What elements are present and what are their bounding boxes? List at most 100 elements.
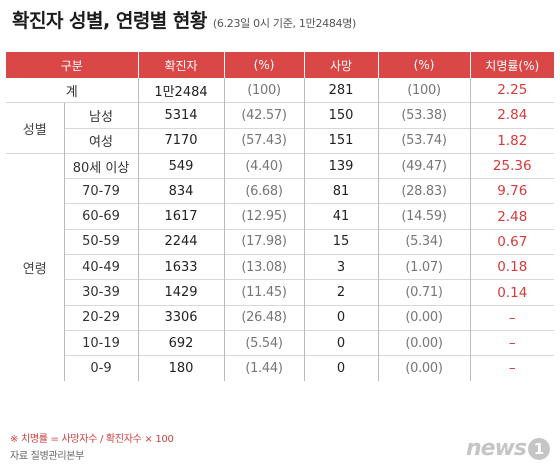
confirmed-pct-cell: (57.43) (223, 127, 304, 154)
deaths-cell: 139 (303, 152, 378, 179)
group-label-age: 연령 (6, 152, 64, 381)
confirmed-pct-cell: (26.48) (223, 304, 304, 331)
deaths-pct-cell: (5.34) (377, 228, 470, 255)
fatality-cell: 2.25 (469, 78, 554, 103)
row-label: 여성 (63, 127, 138, 154)
deaths-cell: 3 (303, 254, 378, 280)
page-subtitle: (6.23일 0시 기준, 1만2484명) (212, 17, 357, 30)
deaths-cell: 81 (303, 178, 378, 204)
col-header-deaths: 사망 (303, 52, 378, 78)
table-row: 60-69 1617 (12.95) 41 (14.59) 2.48 (6, 203, 554, 230)
confirmed-pct-cell: (5.54) (223, 329, 304, 356)
deaths-pct-cell: (49.47) (377, 152, 470, 179)
deaths-pct-cell: (53.74) (377, 127, 470, 154)
fatality-cell: – (469, 329, 554, 356)
row-label: 50-59 (63, 228, 138, 255)
table-row: 성별 남성 5314 (42.57) 150 (53.38) 2.84 (6, 102, 554, 154)
confirmed-pct-cell: (12.95) (223, 203, 304, 230)
row-label: 계 (65, 84, 78, 100)
fatality-cell: 2.84 (469, 102, 554, 129)
logo-text: news (465, 436, 527, 461)
fatality-cell: – (469, 355, 554, 381)
confirmed-cell: 1만2484 (137, 78, 224, 103)
confirmed-cell: 692 (137, 329, 224, 356)
deaths-cell: 0 (303, 355, 378, 381)
row-label: 10-19 (63, 329, 138, 356)
confirmed-pct-cell: (11.45) (223, 279, 304, 306)
group-label-sex: 성별 (6, 102, 64, 154)
table-row: 20-29 3306 (26.48) 0 (0.00) – (6, 304, 554, 331)
fatality-cell: 1.82 (469, 127, 554, 154)
confirmed-pct-cell: (1.44) (223, 355, 304, 381)
title-row: 확진자 성별, 연령별 현황 (6.23일 0시 기준, 1만2484명) (12, 6, 356, 42)
confirmed-cell: 180 (137, 355, 224, 381)
deaths-pct-cell: (0.00) (377, 329, 470, 356)
deaths-pct-cell: (100) (377, 78, 470, 103)
confirmed-cell: 2244 (137, 228, 224, 255)
confirmed-cell: 7170 (137, 127, 224, 154)
row-label: 80세 이상 (63, 152, 138, 179)
deaths-pct-cell: (14.59) (377, 203, 470, 230)
deaths-pct-cell: (0.71) (377, 279, 470, 306)
source-credit: 자료 질병관리본부 (10, 451, 85, 462)
row-label: 0-9 (63, 355, 138, 381)
fatality-cell: 25.36 (469, 152, 554, 179)
confirmed-cell: 1617 (137, 203, 224, 230)
header-row: 구분 확진자 (%) 사망 (%) 치명률(%) (6, 52, 554, 78)
col-header-category: 구분 (6, 52, 138, 78)
row-label: 20-29 (63, 304, 138, 331)
stats-table: 구분 확진자 (%) 사망 (%) 치명률(%) 계 1만2484 (100) … (6, 52, 554, 381)
deaths-cell: 0 (303, 304, 378, 331)
fatality-cell: 0.18 (469, 254, 554, 280)
table-row: 50-59 2244 (17.98) 15 (5.34) 0.67 (6, 228, 554, 255)
confirmed-pct-cell: (4.40) (223, 152, 304, 179)
fatality-cell: 9.76 (469, 178, 554, 204)
deaths-pct-cell: (1.07) (377, 254, 470, 280)
fatality-cell: 0.14 (469, 279, 554, 306)
table-row: 10-19 692 (5.54) 0 (0.00) – (6, 329, 554, 356)
table-row: 연령 80세 이상 549 (4.40) 139 (49.47) 25.36 (6, 152, 554, 381)
confirmed-cell: 3306 (137, 304, 224, 331)
confirmed-pct-cell: (42.57) (223, 102, 304, 129)
confirmed-cell: 1429 (137, 279, 224, 306)
deaths-pct-cell: (53.38) (377, 102, 470, 129)
page-title: 확진자 성별, 연령별 현황 (12, 10, 207, 32)
table-row: 0-9 180 (1.44) 0 (0.00) – (6, 355, 554, 381)
col-header-confirmed: 확진자 (137, 52, 224, 78)
logo-mark-icon: 1 (528, 437, 550, 460)
row-label: 70-79 (63, 178, 138, 204)
row-label: 30-39 (63, 279, 138, 306)
deaths-cell: 0 (303, 329, 378, 356)
deaths-cell: 2 (303, 279, 378, 306)
table-row: 40-49 1633 (13.08) 3 (1.07) 0.18 (6, 254, 554, 280)
confirmed-pct-cell: (100) (223, 78, 304, 103)
confirmed-pct-cell: (17.98) (223, 228, 304, 255)
deaths-pct-cell: (0.00) (377, 355, 470, 381)
table-row: 70-79 834 (6.68) 81 (28.83) 9.76 (6, 178, 554, 204)
confirmed-pct-cell: (6.68) (223, 178, 304, 204)
fatality-cell: 0.67 (469, 228, 554, 255)
deaths-pct-cell: (0.00) (377, 304, 470, 331)
news1-logo: news 1 (466, 436, 550, 461)
row-label: 40-49 (63, 254, 138, 280)
fatality-cell: 2.48 (469, 203, 554, 230)
deaths-pct-cell: (28.83) (377, 178, 470, 204)
row-label: 남성 (63, 102, 138, 129)
table-row: 여성 7170 (57.43) 151 (53.74) 1.82 (6, 127, 554, 154)
col-header-fatality: 치명률(%) (469, 52, 554, 78)
confirmed-cell: 5314 (137, 102, 224, 129)
confirmed-cell: 1633 (137, 254, 224, 280)
total-row: 계 1만2484 (100) 281 (100) 2.25 (6, 78, 554, 103)
confirmed-pct-cell: (13.08) (223, 254, 304, 280)
col-header-deaths-pct: (%) (377, 52, 470, 78)
confirmed-cell: 549 (137, 152, 224, 179)
deaths-cell: 281 (303, 78, 378, 103)
col-header-confirmed-pct: (%) (223, 52, 304, 78)
row-label: 60-69 (63, 203, 138, 230)
footnote: ※ 치명률 = 사망자수 / 확진자수 × 100 (10, 434, 174, 445)
confirmed-cell: 834 (137, 178, 224, 204)
deaths-cell: 15 (303, 228, 378, 255)
deaths-cell: 151 (303, 127, 378, 154)
table-row: 30-39 1429 (11.45) 2 (0.71) 0.14 (6, 279, 554, 306)
